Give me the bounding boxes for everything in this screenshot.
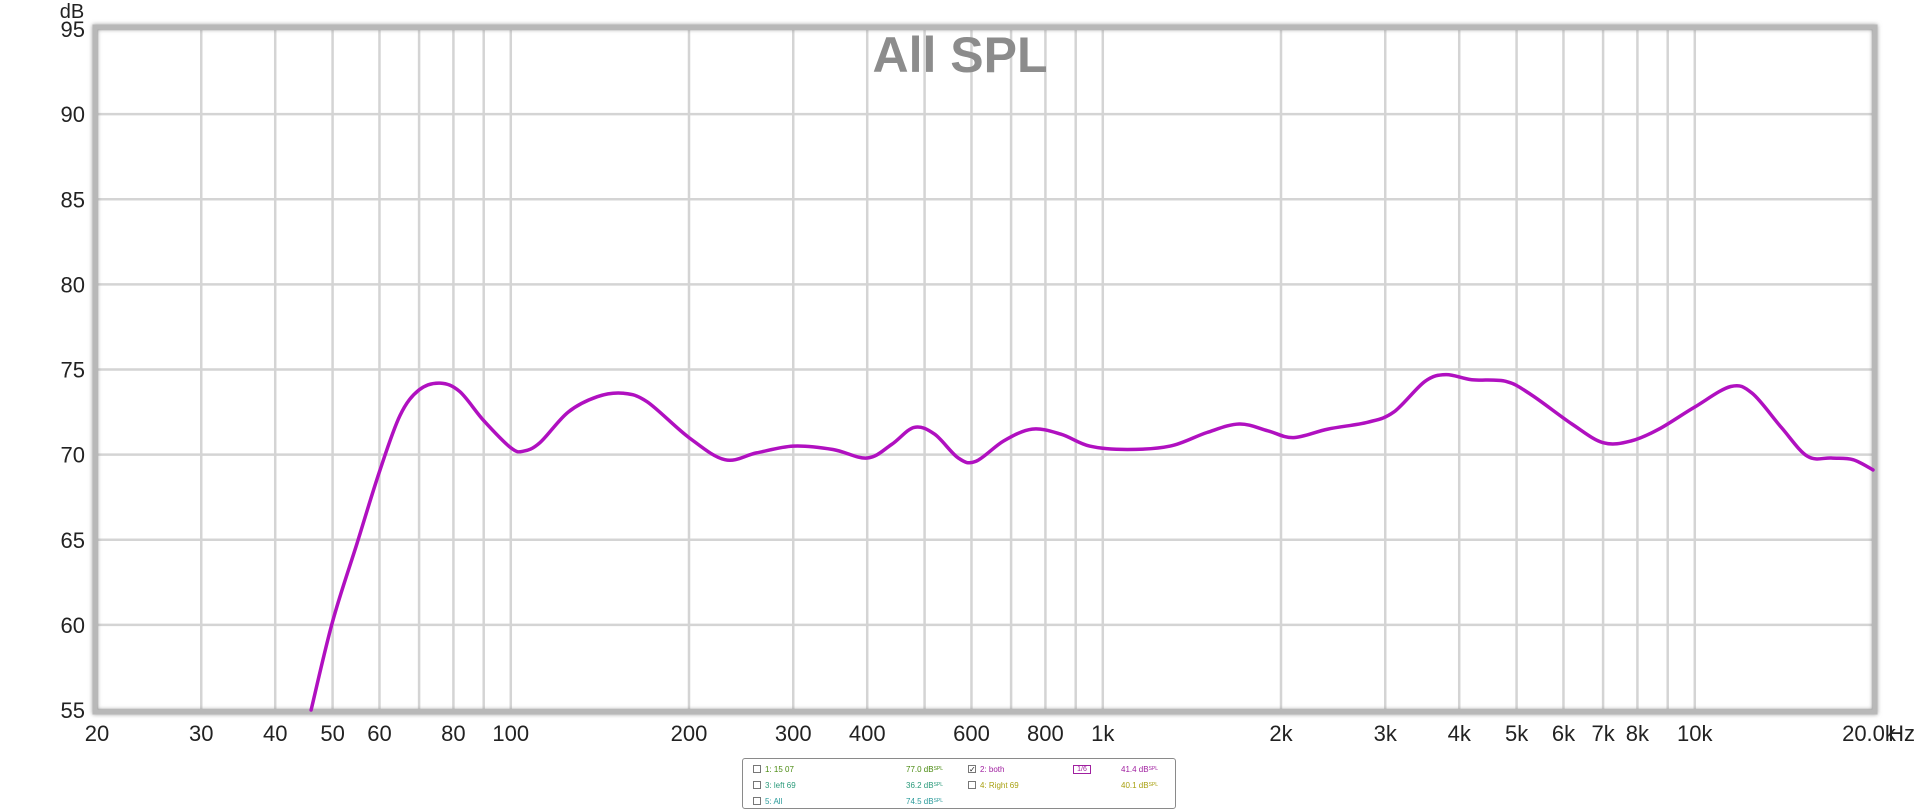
x-tick-label: 10k xyxy=(1677,721,1713,746)
legend-item-value: 77.0 dB SPL xyxy=(906,764,944,774)
x-tick-label: 30 xyxy=(189,721,213,746)
x-tick-label: 800 xyxy=(1027,721,1064,746)
legend-item[interactable]: ✓ 2: both xyxy=(968,761,1004,777)
grid xyxy=(95,27,1875,712)
x-tick-label: 4k xyxy=(1448,721,1472,746)
x-tick-label: 600 xyxy=(953,721,990,746)
legend-item-label: 5: All xyxy=(765,796,783,806)
legend-row: 3: left 69 36.2 dB SPL 4: Right 69 40.1 dB SP… xyxy=(743,777,1175,793)
x-tick-label: 50 xyxy=(320,721,344,746)
x-tick-label: 8k xyxy=(1626,721,1650,746)
y-tick-label: 80 xyxy=(61,272,85,297)
legend-item-label: 3: left 69 xyxy=(765,780,796,790)
legend-row: 5: All 74.5 dB SPL xyxy=(743,793,1175,809)
x-tick-label: 80 xyxy=(441,721,465,746)
legend-item-value: 36.2 dB SPL xyxy=(906,780,944,790)
x-tick-label: 20 xyxy=(85,721,109,746)
x-tick-label: 40 xyxy=(263,721,287,746)
legend-item-label: 4: Right 69 xyxy=(980,780,1019,790)
y-tick-label: 70 xyxy=(61,443,85,468)
legend-item-label: 1: 15 07 xyxy=(765,764,794,774)
plot-frame xyxy=(92,24,1878,715)
legend-checkbox[interactable] xyxy=(753,797,761,805)
legend-checkbox[interactable]: ✓ xyxy=(968,765,976,774)
x-tick-label: 20.0k xyxy=(1842,721,1897,746)
y-tick-label: 75 xyxy=(61,358,85,383)
legend-item[interactable]: 5: All xyxy=(753,793,782,809)
x-tick-label: 3k xyxy=(1374,721,1398,746)
spl-curve xyxy=(309,372,1875,712)
y-tick-label: 95 xyxy=(61,17,85,42)
x-tick-label: 300 xyxy=(775,721,812,746)
y-tick-label: 60 xyxy=(61,613,85,638)
x-tick-label: 60 xyxy=(367,721,391,746)
y-axis-ticks: 55 60 65 70 75 80 85 90 95 xyxy=(61,17,85,723)
legend-item-label: 2: both xyxy=(980,764,1005,774)
x-axis-ticks: 20 30 40 50 60 80 100 200 300 400 600 800 1k 2k 3k 4k 5k… xyxy=(85,721,1897,746)
x-tick-label: 6k xyxy=(1552,721,1576,746)
legend-checkbox[interactable] xyxy=(753,781,761,789)
legend-row: 1: 15 07 77.0 dB SPL ✓ 2: both 41.4 dB SPL 1/6 xyxy=(743,761,1175,777)
y-tick-label: 90 xyxy=(61,102,85,127)
x-tick-label: 1k xyxy=(1091,721,1115,746)
x-tick-label: 2k xyxy=(1269,721,1293,746)
y-tick-label: 55 xyxy=(61,698,85,723)
legend-item[interactable]: 1: 15 07 xyxy=(753,761,794,777)
x-axis-unit: Hz xyxy=(1888,721,1915,746)
x-tick-label: 5k xyxy=(1505,721,1529,746)
series xyxy=(309,372,1875,712)
x-tick-label: 200 xyxy=(671,721,708,746)
legend-item-value: 40.1 dB SPL xyxy=(1121,780,1159,790)
legend-item-value: 41.4 dB SPL xyxy=(1121,764,1159,774)
y-axis-unit: dB xyxy=(60,1,84,23)
legend-panel: 1: 15 07 77.0 dB SPL ✓ 2: both 41.4 dB SPL 1/6 3… xyxy=(742,758,1176,809)
x-tick-label: 100 xyxy=(492,721,529,746)
legend-checkbox[interactable] xyxy=(753,765,761,773)
y-tick-label: 65 xyxy=(61,528,85,553)
y-tick-label: 85 xyxy=(61,187,85,212)
legend-item[interactable]: 4: Right 69 xyxy=(968,777,1019,793)
legend-item[interactable]: 3: left 69 xyxy=(753,777,796,793)
smoothing-badge[interactable]: 1/6 xyxy=(1073,765,1091,774)
x-tick-label: 400 xyxy=(849,721,886,746)
legend-checkbox[interactable] xyxy=(968,781,976,789)
chart-title: All SPL xyxy=(872,27,1047,83)
x-tick-label: 7k xyxy=(1591,721,1615,746)
legend-item-value: 74.5 dB SPL xyxy=(906,796,944,806)
